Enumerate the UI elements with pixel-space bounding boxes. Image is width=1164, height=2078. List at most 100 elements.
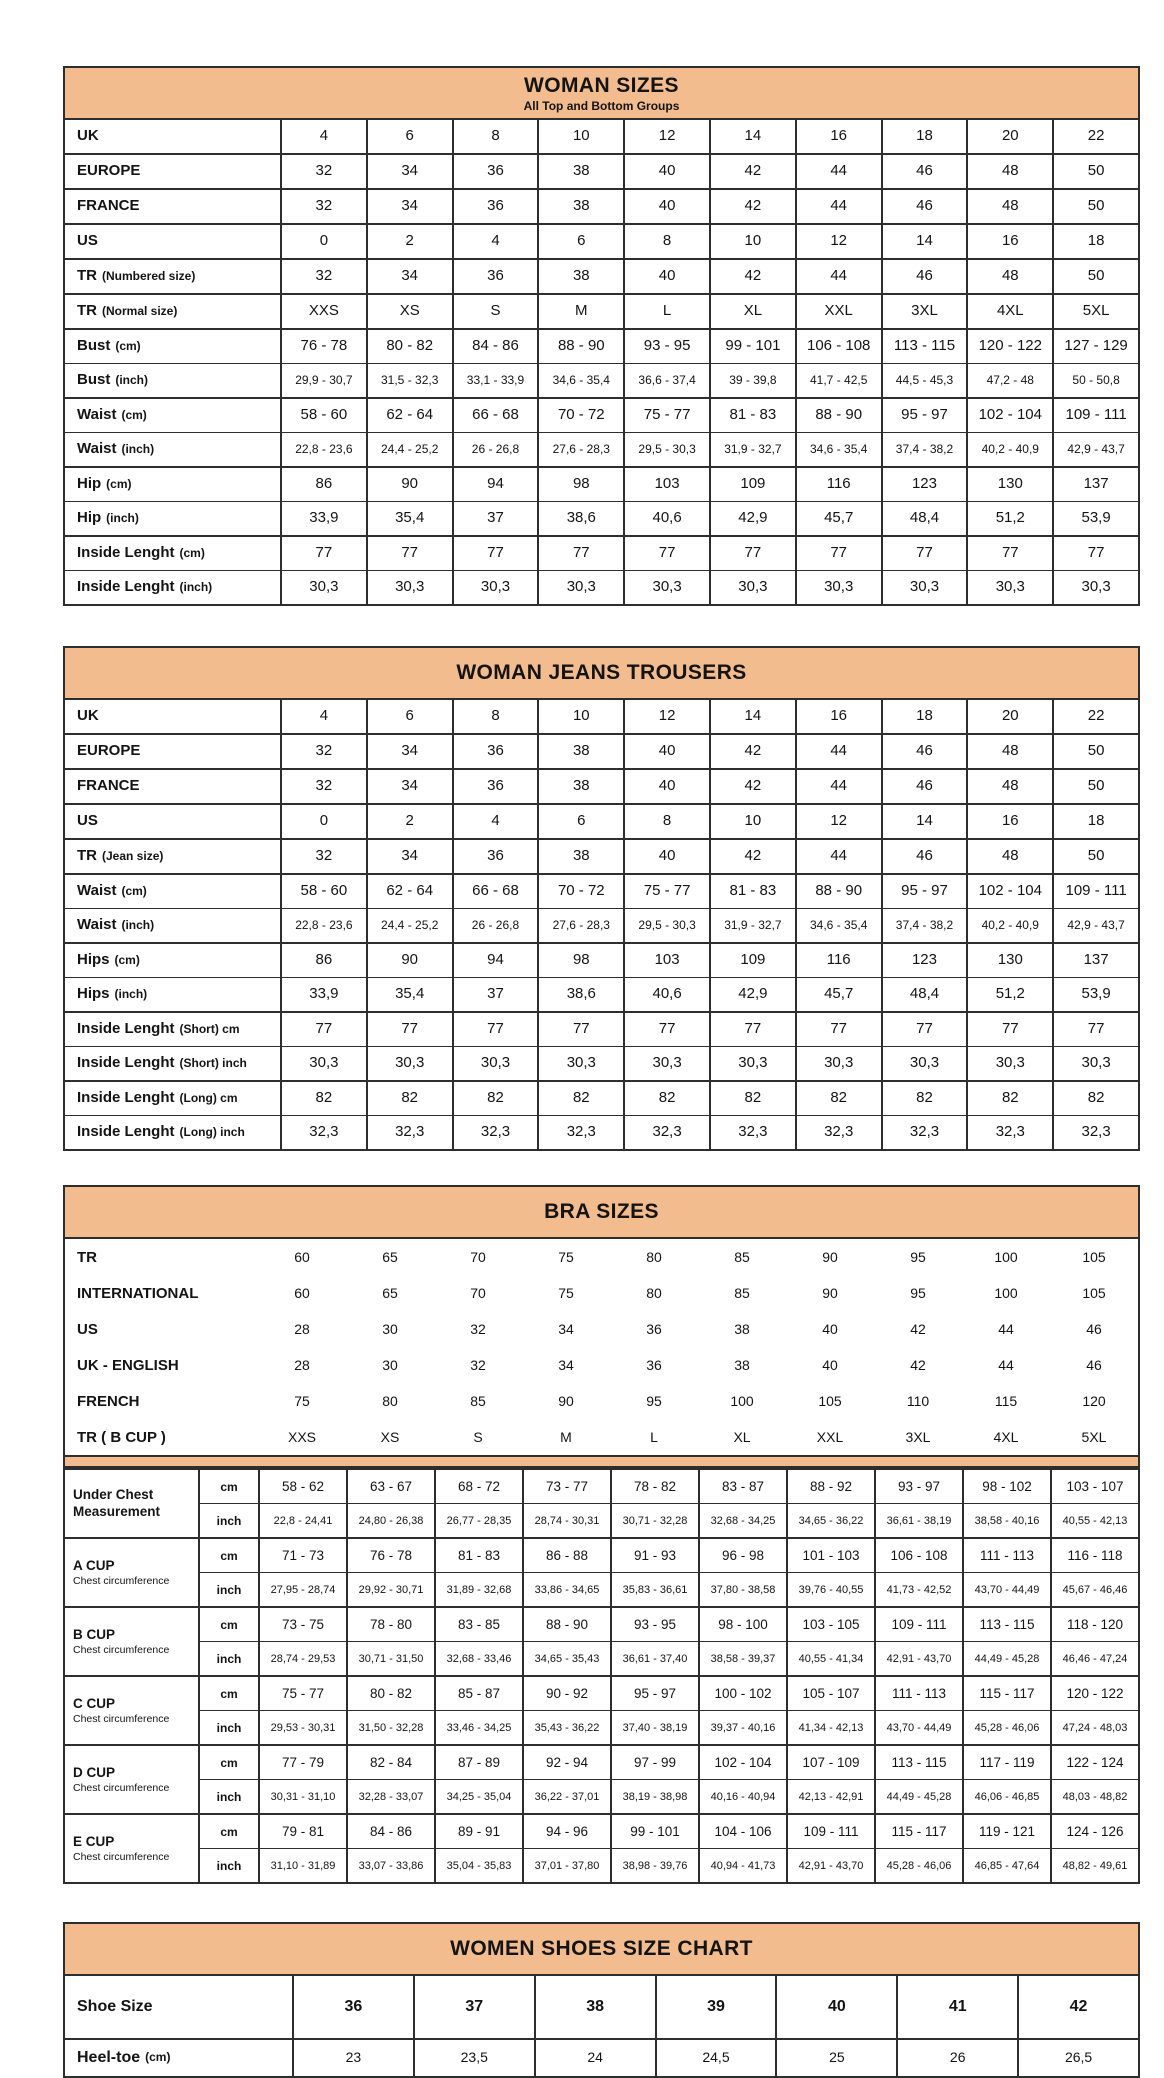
row-label-text: TR [77,267,97,285]
size-cell: 77 [451,1013,538,1046]
table-header: WOMAN JEANS TROUSERS [65,648,1138,700]
size-cell: 32 [280,155,366,188]
group-label-text: E CUP [73,1833,115,1849]
size-cell: 18 [880,120,967,153]
row-label-text: Inside Lenght [77,544,175,562]
woman-sizes-table: WOMAN SIZES All Top and Bottom Groups UK… [63,66,1140,606]
table-row: Hips (cm) 86 90 94 98 103 109 116 123 130 137 [65,944,1138,977]
table-body: TR 60 65 70 75 80 85 90 95 100 105 INTERNATIONAL 60 6… [65,1239,1138,1882]
size-cell: 40,55 - 42,13 [1050,1504,1138,1537]
size-cell: 70 [470,1249,486,1265]
row-label: Waist (cm) [65,399,280,432]
table-row: Waist (inch) 22,8 - 23,6 24,4 - 25,2 26 - 26… [65,432,1138,466]
size-cell: 81 - 83 [434,1539,522,1572]
size-cell: 85 [470,1393,486,1409]
size-cell: 31,89 - 32,68 [434,1573,522,1606]
size-cell: 116 - 118 [1050,1539,1138,1572]
size-cell: 29,92 - 30,71 [346,1573,434,1606]
size-cell: 123 [880,468,967,501]
size-cell: 137 [1052,944,1138,977]
size-cell: 38 [734,1357,750,1373]
table-row: TR 60 65 70 75 80 85 90 95 100 105 [65,1239,1138,1275]
size-cell: 32 [470,1357,486,1373]
table-row: Inside Lenght (inch) 30,3 30,3 30,3 30,3 30,3 3… [65,570,1138,604]
size-cell: 60 [294,1285,310,1301]
size-cell: 32 [470,1321,486,1337]
size-cell: 37,40 - 38,19 [610,1711,698,1744]
size-cell: 30,3 [537,1047,623,1080]
size-cell: 90 [365,944,452,977]
size-cell: 77 [794,1013,881,1046]
table-row-group: Hips (cm) 86 90 94 98 103 109 116 123 130 137 Hips (i… [65,942,1138,1011]
size-cell: 47,24 - 48,03 [1050,1711,1138,1744]
size-cell: 26 - 26,8 [451,433,538,466]
row-label: EUROPE [65,735,280,768]
row-label: UK - ENGLISH [77,1356,179,1374]
unit-label: cm [220,1479,238,1494]
size-cell: 95 - 97 [880,875,967,908]
size-cell: 77 [1052,537,1138,570]
table-row: TR (Normal size) XXS XS S M L XL XXL 3XL 4XL 5XL [65,293,1138,328]
size-cell: 38,6 [537,502,623,535]
size-cell: 30,3 [537,571,623,604]
size-cell: 32 [280,770,366,803]
size-cell: 16 [966,225,1052,258]
table-body: UK 4 6 8 10 12 14 16 18 20 22 EUROPE 32 34 36 38 40 42 44 4… [65,120,1138,604]
row-label-text: Bust [77,371,111,389]
row-label: Waist (inch) [65,433,280,466]
size-cell: 53,9 [1052,502,1138,535]
size-cell: 36,61 - 37,40 [610,1642,698,1675]
table-row: inch 30,31 - 31,10 32,28 - 33,07 34,25 - 35… [200,1779,1138,1813]
size-cell: 82 [1052,1082,1138,1115]
size-cell: 31,9 - 32,7 [709,909,795,942]
row-label-text: TR [77,302,97,320]
group-label-text: A CUP [73,1557,115,1573]
size-cell: 80 - 82 [365,330,452,363]
table-row-group: Waist (cm) 58 - 60 62 - 64 66 - 68 70 - 72 75 … [65,873,1138,942]
row-label-text: Waist [77,406,117,424]
row-label: EUROPE [65,155,280,188]
size-cell: L [623,295,709,328]
size-cell: 18 [880,700,967,733]
row-label-text: Hip [77,475,102,493]
size-cell: 30,3 [365,571,452,604]
size-cell: 33,07 - 33,86 [346,1849,434,1882]
size-cell: 70 - 72 [537,399,623,432]
size-cell: 39 [654,1976,776,2038]
size-cell: 30,3 [709,1047,795,1080]
size-cell: 83 - 87 [698,1470,786,1503]
size-cell: 37,4 - 38,2 [880,909,967,942]
size-cell: 45,28 - 46,06 [874,1849,962,1882]
size-cell: 115 - 117 [962,1677,1050,1710]
size-cell: 46 [880,155,967,188]
size-cell: 30,3 [966,571,1052,604]
size-cell: 50 [1052,260,1138,293]
size-cell: 35,4 [365,502,452,535]
size-cell: 77 [966,537,1052,570]
size-cell: 18 [1052,225,1138,258]
size-cell: 47,2 - 48 [966,364,1052,397]
size-cell: 105 [1082,1285,1106,1301]
row-label-note: (Short) inch [179,1055,247,1070]
size-cell: 24 [533,2040,655,2076]
size-cell: 71 - 73 [258,1539,346,1572]
size-cell: 48,4 [880,978,967,1011]
size-cell: 50 - 50,8 [1052,364,1138,397]
size-cell: 16 [794,120,881,153]
table-row: US 28 30 32 34 36 38 40 42 44 46 [65,1311,1138,1347]
size-cell: 32,68 - 33,46 [434,1642,522,1675]
size-cell: 28,74 - 29,53 [258,1642,346,1675]
table-row: FRANCE 32 34 36 38 40 42 44 46 48 50 [65,768,1138,803]
woman-jeans-trousers-table: WOMAN JEANS TROUSERS UK 4 6 8 10 12 14 16 18 20 22… [63,646,1140,1151]
size-cell: 45,7 [794,502,881,535]
size-cell: 37,80 - 38,58 [698,1573,786,1606]
size-cell: 82 [451,1082,538,1115]
size-cell: 6 [537,805,623,838]
size-cell: 44 [794,735,881,768]
row-label-note: (inch) [179,579,213,594]
size-cell: 41 [896,1976,1017,2038]
size-cell: 50 [1052,770,1138,803]
size-cell: 87 - 89 [434,1746,522,1779]
size-cell: 89 - 91 [434,1815,522,1848]
size-cell: 34,65 - 35,43 [522,1642,610,1675]
